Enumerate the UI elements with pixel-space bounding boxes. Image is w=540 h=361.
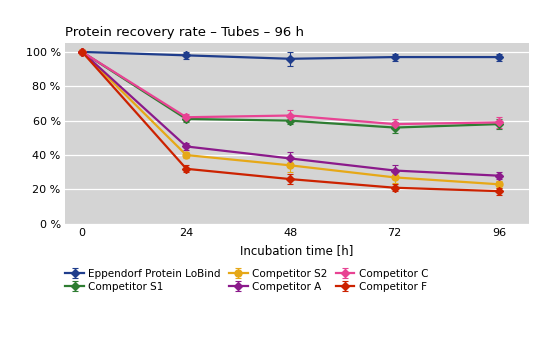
- Text: Protein recovery rate – Tubes – 96 h: Protein recovery rate – Tubes – 96 h: [65, 26, 304, 39]
- Legend: Eppendorf Protein LoBind, Competitor S1, Competitor S2, Competitor A, Competitor: Eppendorf Protein LoBind, Competitor S1,…: [65, 269, 428, 292]
- X-axis label: Incubation time [h]: Incubation time [h]: [240, 244, 354, 257]
